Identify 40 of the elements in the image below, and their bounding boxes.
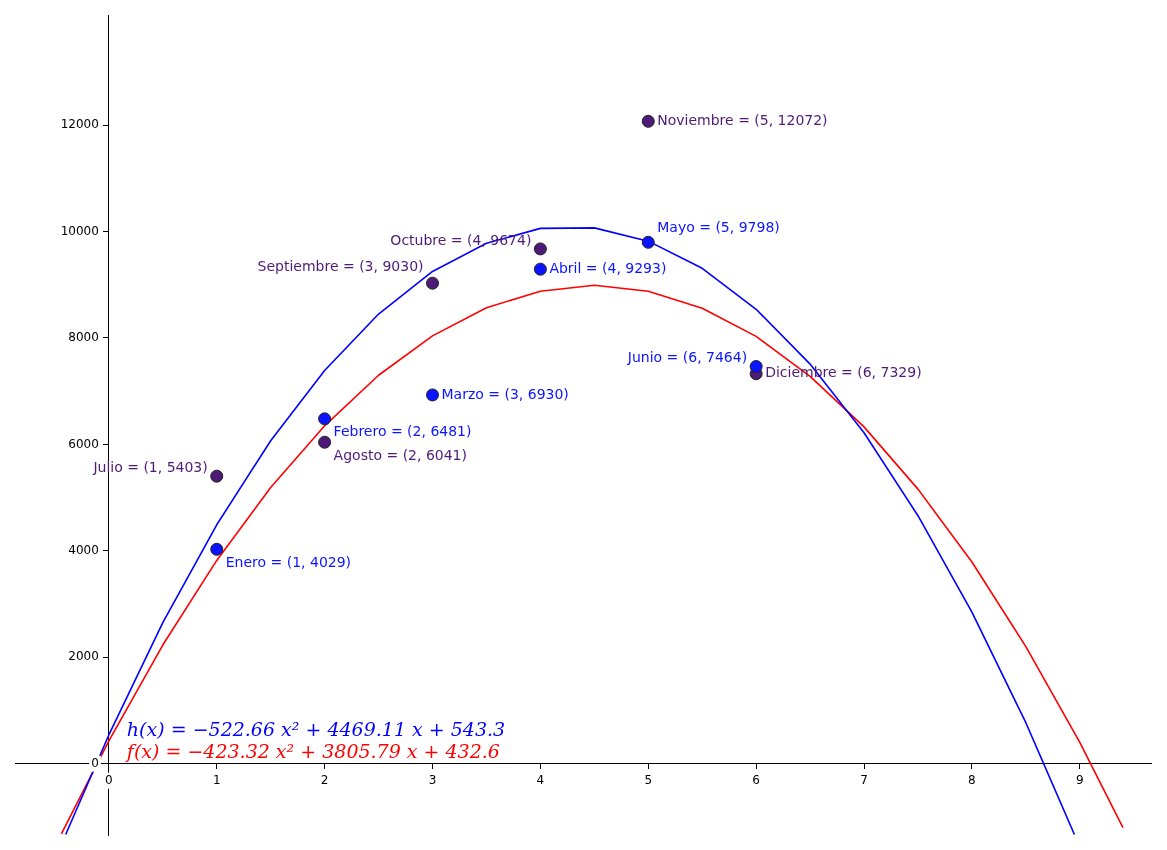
data-label: Enero = (1, 4029): [225, 553, 352, 570]
data-label: Noviembre = (5, 12072): [657, 111, 828, 128]
data-label: Octubre = (4, 9674): [390, 231, 532, 248]
data-label: Febrero = (2, 6481): [333, 423, 472, 440]
point: [641, 235, 655, 249]
x-tick-label: 2: [320, 772, 329, 787]
x-tick-label: 9: [1075, 772, 1084, 787]
x-tick-label: 3: [428, 772, 437, 787]
x-tick-label: 4: [536, 772, 545, 787]
data-label: Junio = (6, 7464): [626, 349, 748, 366]
data-label: Mayo = (5, 9798): [657, 218, 780, 235]
data-label: Abril = (4, 9293): [549, 259, 667, 276]
point: [426, 388, 439, 402]
point: [318, 435, 332, 449]
y-tick-label: 10000: [60, 223, 99, 238]
point: [533, 262, 547, 276]
data-label: Agosto = (2, 6041): [333, 446, 467, 463]
y-tick-label: 2000: [68, 649, 99, 664]
point: [426, 276, 439, 290]
point: [210, 469, 224, 483]
point: [641, 114, 655, 128]
data-label: Septiembre = (3, 9030): [257, 257, 424, 274]
point: [533, 242, 547, 256]
point: [749, 360, 763, 374]
x-tick-label: 1: [212, 772, 221, 787]
y-tick-label: 12000: [60, 117, 99, 132]
y-tick-label: 8000: [68, 330, 99, 345]
x-tick-label: 8: [968, 772, 976, 787]
point: [318, 412, 332, 426]
x-tick-label: 7: [860, 772, 868, 787]
y-tick-label: 0: [91, 755, 99, 770]
series-label: h(x) = −522.66 x² + 4469.11 x + 543.3: [126, 717, 506, 740]
y-tick-label: 4000: [68, 542, 99, 557]
x-tick-label: 5: [644, 772, 653, 787]
data-label: Marzo = (3, 6930): [441, 385, 569, 402]
series-label: f(x) = −423.32 x² + 3805.79 x + 432.6: [124, 739, 500, 762]
x-tick-label: 0: [105, 772, 113, 787]
point: [210, 542, 224, 556]
y-tick-label: 6000: [68, 436, 99, 451]
x-tick-label: 6: [752, 772, 760, 787]
